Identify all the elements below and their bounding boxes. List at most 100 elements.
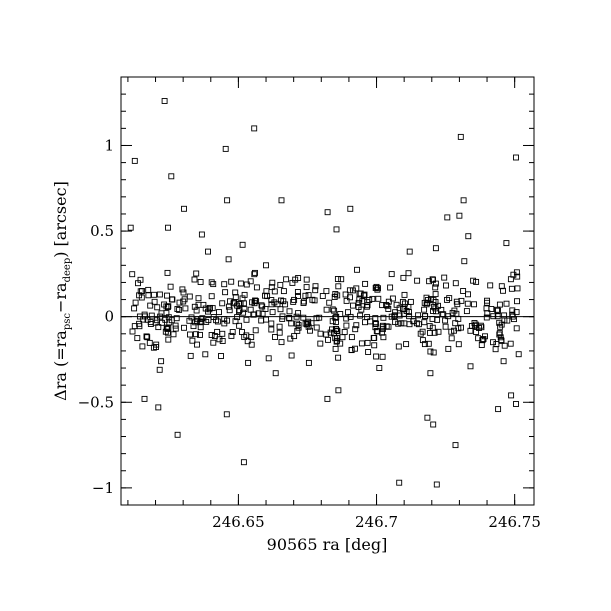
- data-point: [350, 302, 356, 309]
- data-point: [348, 346, 355, 353]
- data-point: [426, 323, 433, 330]
- data-point: [225, 256, 232, 263]
- data-point: [432, 291, 439, 298]
- data-point: [407, 298, 414, 305]
- data-point: [146, 339, 153, 346]
- data-point: [210, 314, 217, 320]
- data-point: [380, 314, 387, 321]
- data-point: [455, 341, 462, 348]
- data-point: [495, 307, 501, 314]
- data-point: [387, 284, 394, 291]
- data-point: [295, 310, 302, 317]
- data-point: [278, 339, 285, 346]
- data-point: [169, 296, 176, 303]
- data-point: [419, 337, 426, 344]
- data-point: [173, 315, 180, 322]
- data-point: [283, 276, 290, 283]
- data-point: [403, 341, 410, 348]
- data-point: [245, 359, 252, 366]
- data-point: [147, 302, 154, 309]
- data-point: [498, 283, 505, 290]
- data-point: [223, 411, 230, 418]
- data-point: [156, 291, 163, 298]
- data-point: [509, 313, 516, 320]
- data-point: [210, 281, 217, 288]
- data-point: [232, 289, 239, 296]
- data-point: [453, 298, 460, 305]
- data-point: [379, 322, 386, 329]
- data-point: [442, 317, 449, 324]
- y-tick-label: 1: [104, 136, 114, 154]
- data-point: [366, 297, 373, 303]
- data-point: [415, 312, 422, 319]
- data-point: [385, 323, 392, 330]
- data-point: [268, 326, 275, 333]
- data-point: [513, 325, 520, 332]
- data-point: [372, 315, 379, 322]
- data-point: [432, 284, 439, 291]
- data-point: [373, 353, 380, 360]
- data-point: [438, 306, 445, 313]
- data-point: [507, 276, 514, 283]
- data-point: [365, 349, 372, 355]
- data-point: [429, 315, 436, 322]
- data-point: [294, 320, 301, 327]
- data-point: [305, 323, 312, 330]
- data-point: [313, 324, 320, 331]
- data-point: [354, 266, 360, 273]
- data-point: [191, 276, 198, 283]
- data-point: [302, 292, 309, 299]
- data-point: [222, 145, 229, 152]
- data-point: [332, 291, 339, 297]
- data-point: [142, 313, 148, 320]
- data-point: [332, 345, 339, 352]
- data-point: [424, 414, 431, 421]
- data-point: [478, 342, 485, 348]
- data-point: [176, 306, 183, 313]
- data-point: [164, 269, 171, 276]
- data-point: [207, 304, 213, 311]
- data-point: [193, 307, 200, 314]
- data-point: [252, 297, 259, 304]
- data-point: [303, 284, 310, 291]
- data-point: [513, 401, 519, 407]
- data-point: [395, 320, 402, 327]
- data-point: [251, 311, 258, 318]
- data-point: [514, 285, 521, 292]
- data-point: [442, 323, 449, 330]
- data-point: [393, 301, 400, 308]
- data-point: [165, 224, 171, 231]
- data-point: [151, 298, 158, 305]
- data-point: [401, 300, 408, 307]
- data-point: [487, 282, 494, 289]
- data-point: [445, 345, 452, 352]
- y-tick-label: 0.5: [90, 222, 114, 240]
- data-point: [508, 392, 515, 399]
- data-point: [490, 313, 497, 320]
- data-point: [164, 292, 170, 299]
- data-point: [444, 296, 450, 303]
- data-point: [300, 314, 307, 321]
- data-point: [295, 324, 302, 331]
- data-point: [421, 341, 428, 348]
- data-point: [241, 334, 248, 340]
- data-point: [353, 322, 360, 329]
- data-point: [343, 322, 350, 329]
- data-point: [307, 327, 313, 334]
- data-point: [152, 319, 159, 326]
- data-point: [295, 293, 301, 299]
- data-point: [388, 313, 395, 320]
- data-point: [294, 289, 301, 295]
- data-point: [415, 321, 422, 328]
- data-point: [165, 336, 172, 343]
- data-point: [279, 313, 286, 320]
- data-point: [131, 305, 138, 312]
- data-point: [515, 351, 522, 358]
- data-point: [224, 317, 231, 324]
- data-point: [452, 320, 459, 327]
- data-point: [333, 338, 340, 345]
- data-point: [240, 309, 247, 316]
- data-point: [251, 125, 258, 132]
- data-point: [388, 271, 395, 278]
- data-point: [232, 294, 239, 300]
